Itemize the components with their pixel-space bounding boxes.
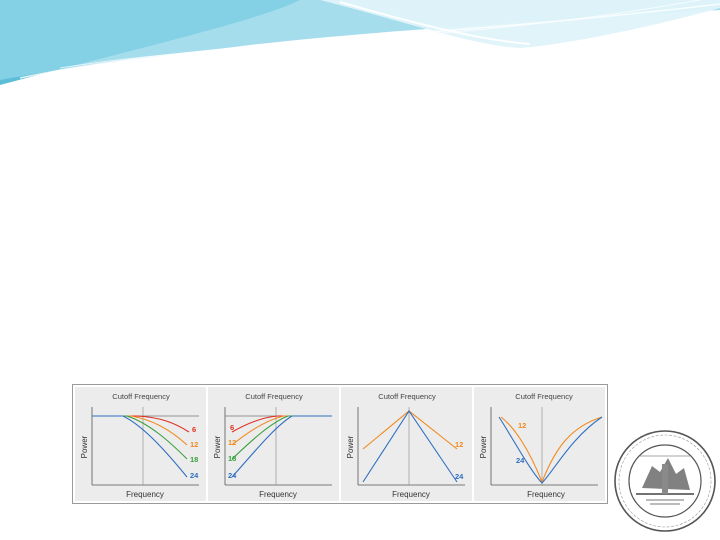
panel-3: Cutoff Frequency 12 24 Power Frequency <box>341 387 472 501</box>
panel-2-curve-12 <box>231 415 332 446</box>
panel-2-curve-6 <box>231 415 332 433</box>
banner-streak-1 <box>19 3 720 79</box>
panel-3-curve-24 <box>362 410 458 483</box>
filter-figure-strip: Cutoff Frequency 6 12 18 24 Power Freque… <box>72 384 608 504</box>
panel-2: Cutoff Frequency 6 12 18 24 Power Freque… <box>208 387 339 501</box>
panel-2-label-12: 12 <box>228 438 236 447</box>
panel-2-label-18: 18 <box>228 454 236 463</box>
panel-4: Cutoff Frequency 12 24 Power Frequency <box>474 387 605 501</box>
panel-3-xlabel: Frequency <box>392 490 430 499</box>
panel-1-label-18: 18 <box>190 455 198 464</box>
panel-1-title: Cutoff Frequency <box>112 392 170 401</box>
panel-3-title: Cutoff Frequency <box>378 392 436 401</box>
panel-1-label-12: 12 <box>190 440 198 449</box>
panel-2-label-6: 6 <box>230 423 234 432</box>
panel-2-label-24: 24 <box>228 471 237 480</box>
banner-streak-3 <box>339 1 531 45</box>
panel-2-curve-24 <box>231 415 332 478</box>
panel-4-label-24: 24 <box>516 456 525 465</box>
panel-1-curve-12 <box>92 415 188 446</box>
banner-streak-2 <box>59 0 701 69</box>
panel-3-label-24: 24 <box>455 472 464 481</box>
panel-1-label-24: 24 <box>190 471 199 480</box>
panel-4-xlabel: Frequency <box>527 490 565 499</box>
panel-1-ylabel: Power <box>80 435 89 458</box>
header-banner <box>0 0 720 85</box>
panel-3-curve-12 <box>362 410 458 450</box>
panel-1-label-6: 6 <box>192 425 196 434</box>
panel-4-curve-24 <box>498 416 603 484</box>
institution-seal-icon <box>614 430 716 532</box>
panel-2-title: Cutoff Frequency <box>245 392 303 401</box>
panel-2-xlabel: Frequency <box>259 490 297 499</box>
panel-4-ylabel: Power <box>479 435 488 458</box>
panel-1-xlabel: Frequency <box>126 490 164 499</box>
panel-4-title: Cutoff Frequency <box>515 392 573 401</box>
panel-1-curve-24 <box>92 415 188 478</box>
panel-2-curve-18 <box>231 415 332 460</box>
panel-2-ylabel: Power <box>213 435 222 458</box>
panel-4-label-12: 12 <box>518 421 526 430</box>
panel-1: Cutoff Frequency 6 12 18 24 Power Freque… <box>75 387 206 501</box>
panel-3-ylabel: Power <box>346 435 355 458</box>
panel-4-curve-12 <box>500 416 603 484</box>
panel-1-curve-18 <box>92 415 188 460</box>
panel-3-label-12: 12 <box>455 440 463 449</box>
panel-1-curve-6 <box>92 415 190 433</box>
